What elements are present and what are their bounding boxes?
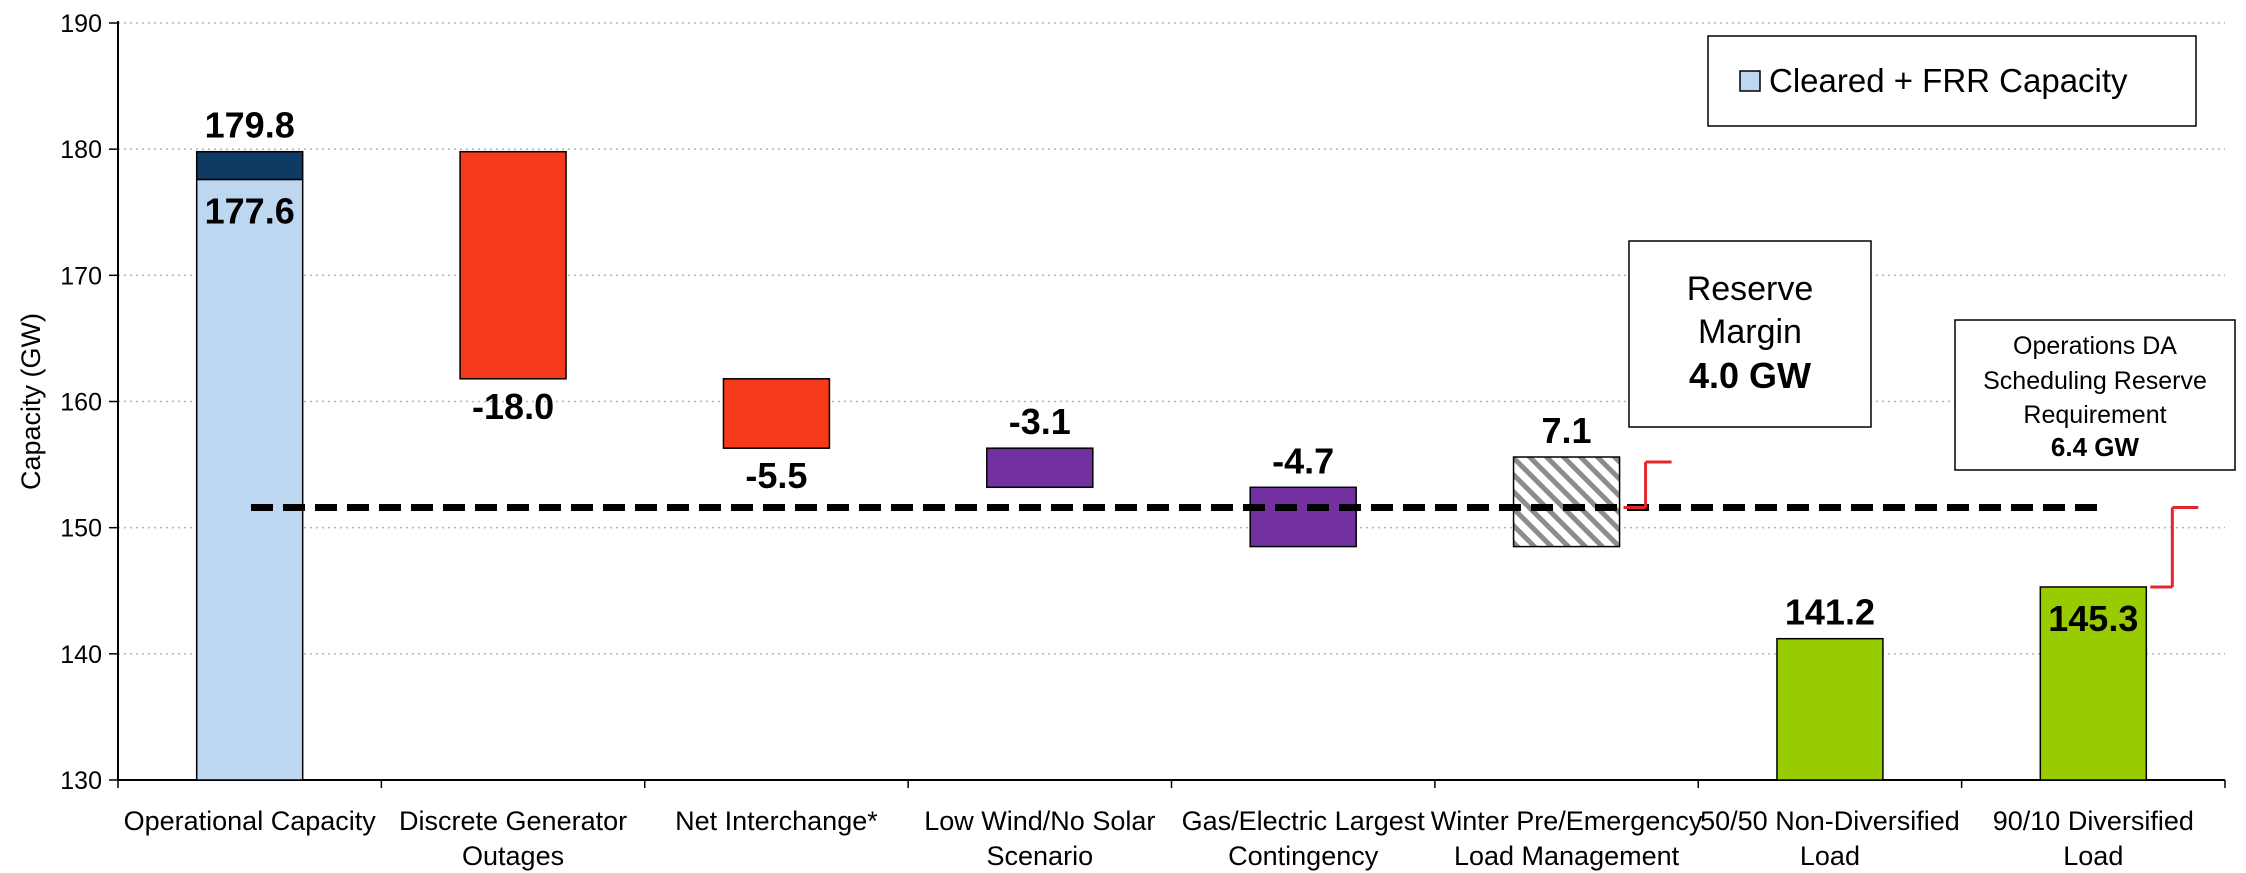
data-label: 145.3 — [2048, 598, 2138, 639]
data-label: -4.7 — [1272, 440, 1334, 481]
x-category-label: Gas/Electric Largest Contingency — [1182, 806, 1426, 871]
legend: Cleared + FRR Capacity — [1707, 35, 2197, 127]
reserve-margin-line2: Margin — [1698, 313, 1802, 351]
reserve-bracket — [2150, 505, 2199, 589]
x-category-label: Low Wind/No Solar Scenario — [924, 806, 1155, 871]
x-category-label: 90/10 Diversified Load — [1993, 806, 2194, 871]
operations-da-line1: Operations DA — [2013, 332, 2177, 360]
y-tick-label: 140 — [60, 641, 102, 669]
data-label: -5.5 — [745, 455, 807, 496]
bars — [195, 150, 2148, 781]
operations-da-line2: Scheduling Reserve — [1983, 367, 2207, 395]
reserve-bracket — [1623, 460, 1672, 509]
x-category-label: Discrete Generator Outages — [399, 806, 627, 871]
y-tick-label: 150 — [60, 515, 102, 543]
reserve-margin-frame — [1628, 240, 1872, 428]
reserve-margin-value: 4.0 GW — [1689, 355, 1811, 396]
y-tick-label: 130 — [60, 767, 102, 795]
bar — [459, 150, 567, 380]
annotations: Reserve Margin 4.0 GW Operations DA Scheduli… — [1623, 240, 2236, 589]
bar — [2039, 586, 2148, 781]
data-label: -3.1 — [1009, 401, 1071, 442]
bar — [1249, 486, 1357, 548]
bar — [986, 447, 1094, 489]
y-tick-label: 160 — [60, 389, 102, 417]
axes: 130 140 150 160 170 180 190 Capacity (GW) Operat… — [16, 10, 2226, 871]
reference-line — [251, 503, 2098, 519]
data-label: -18.0 — [472, 386, 554, 427]
x-category-label: Winter Pre/Emergency Load Management — [1431, 806, 1703, 871]
bar — [1512, 456, 1621, 548]
bar — [195, 178, 304, 781]
bar — [1776, 637, 1884, 781]
data-label: 179.8 — [205, 105, 295, 146]
operations-da-value: 6.4 GW — [2051, 432, 2140, 462]
legend-frame — [1707, 35, 2197, 127]
legend-label: Cleared + FRR Capacity — [1769, 62, 2128, 99]
bar — [722, 378, 831, 449]
data-label: 141.2 — [1785, 592, 1875, 633]
reserve-margin-line1: Reserve — [1687, 270, 1814, 308]
legend-box: Cleared + FRR Capacity — [1707, 35, 2197, 127]
legend-swatch — [1739, 70, 1761, 92]
data-labels: 177.6 179.8 -18.0 -5.5 -3.1 -4.7 7.1 141.2 145.3 — [205, 105, 2139, 639]
reserve-margin-box: Reserve Margin 4.0 GW — [1628, 240, 1872, 428]
x-category-label: Operational Capacity — [124, 806, 377, 836]
y-tick-label: 170 — [60, 262, 102, 290]
operations-da-line3: Requirement — [2023, 401, 2166, 429]
bar — [195, 150, 304, 181]
data-label: 177.6 — [205, 190, 295, 231]
y-tick-label: 180 — [60, 136, 102, 164]
x-category-label: 50/50 Non-Diversified Load — [1700, 806, 1960, 871]
data-label: 7.1 — [1542, 410, 1592, 451]
y-tick-label: 190 — [60, 10, 102, 38]
y-axis-title: Capacity (GW) — [16, 313, 46, 490]
operations-da-frame — [1954, 319, 2236, 471]
x-category-label: Net Interchange* — [675, 806, 878, 836]
operations-da-box: Operations DA Scheduling Reserve Requireme… — [1954, 319, 2236, 471]
